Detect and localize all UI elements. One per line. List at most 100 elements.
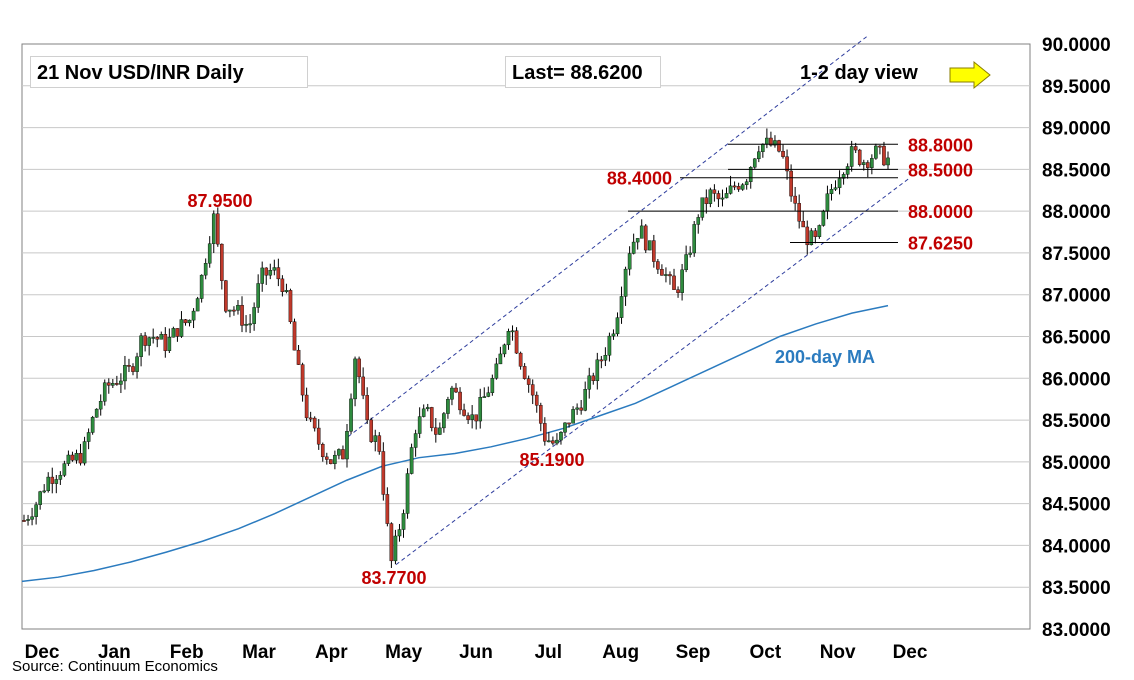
candle-body (845, 166, 850, 175)
x-tick-label: Feb (170, 642, 204, 663)
candle-body (405, 473, 410, 514)
x-tick-label: Mar (242, 642, 276, 663)
candle-body (716, 193, 721, 200)
candle-body (639, 225, 644, 239)
candle-body (203, 263, 208, 276)
candle-body (805, 226, 810, 246)
x-tick-label: Jun (459, 642, 493, 663)
y-tick-label: 86.0000 (1042, 369, 1111, 390)
candle-body (393, 535, 398, 562)
candle-body (244, 323, 248, 326)
candle-body (86, 432, 91, 442)
candle-body (494, 363, 499, 379)
candle-body (821, 210, 826, 226)
candle-body (316, 427, 321, 445)
candle-body (571, 409, 575, 424)
candle-body (147, 337, 151, 346)
price-annotation: 83.7700 (361, 568, 426, 588)
candle-body (882, 145, 886, 166)
candle-body (66, 454, 71, 464)
candle-body (870, 158, 874, 168)
ma-line-group: 200-day MA (21, 304, 889, 583)
candle-body (684, 254, 688, 271)
candle-body (579, 407, 583, 411)
candle-body (361, 376, 365, 396)
candle-body (611, 333, 616, 337)
y-tick-label: 88.0000 (1042, 202, 1111, 223)
candle-body (688, 252, 692, 255)
candle-body (668, 274, 672, 277)
candle-body (857, 149, 862, 165)
candle-body (567, 422, 571, 425)
candle-body (534, 394, 539, 406)
y-tick-label: 90.0000 (1042, 35, 1111, 56)
candle-body (526, 378, 531, 385)
candle-body (514, 330, 519, 354)
x-tick-label: May (385, 642, 422, 663)
candle-body (446, 399, 450, 414)
candle-body (30, 516, 34, 520)
candle-body (599, 359, 604, 362)
candle-body (652, 240, 656, 262)
candle-body (389, 523, 394, 562)
candle-body (333, 454, 337, 464)
y-tick-label: 85.0000 (1042, 453, 1111, 474)
candle-body (740, 184, 745, 190)
candle-body (841, 174, 846, 179)
x-tick-label: Jan (98, 642, 131, 663)
candle-body (288, 290, 293, 322)
candle-body (478, 397, 483, 422)
candle-body (46, 476, 51, 492)
candle-body (635, 238, 640, 243)
level-label: 87.6250 (908, 233, 973, 253)
candle-body (672, 275, 676, 290)
candle-body (256, 283, 260, 308)
candle-body (421, 408, 426, 417)
candle-body (502, 344, 507, 355)
candle-body (191, 310, 196, 321)
y-tick-label: 88.5000 (1042, 160, 1111, 181)
arrow-right-icon (949, 60, 991, 90)
candle-body (728, 185, 733, 194)
y-tick-label: 83.0000 (1042, 620, 1111, 641)
candle-body (886, 157, 890, 166)
candle-body (38, 491, 42, 505)
candle-body (559, 432, 563, 441)
level-label: 88.0000 (908, 202, 973, 222)
candle-body (215, 213, 220, 245)
source-note: Source: Continuum Economics (12, 658, 218, 675)
candle-body (773, 140, 777, 146)
candle-body (696, 217, 701, 225)
x-tick-label: Aug (602, 642, 639, 663)
channel-upper-line (347, 35, 869, 438)
candle-body (377, 435, 382, 452)
candle-body (498, 353, 503, 365)
candle-body (373, 435, 378, 442)
candle-body (272, 267, 277, 271)
candle-body (106, 382, 111, 386)
ma-200-line (21, 304, 889, 583)
candle-body (127, 365, 131, 367)
candle-body (260, 267, 265, 284)
candle-body (349, 398, 353, 432)
candle-body (720, 197, 725, 200)
candle-body (211, 213, 216, 244)
candle-body (474, 414, 478, 422)
candle-body (26, 519, 30, 521)
candle-body (385, 494, 390, 524)
candle-body (797, 203, 801, 222)
candle-body (417, 416, 422, 434)
candle-body (312, 417, 317, 429)
candle-body (551, 440, 555, 444)
candle-body (631, 241, 636, 254)
candle-body (591, 375, 596, 382)
candle-body (232, 309, 236, 312)
candle-body (587, 375, 592, 390)
candle-body (583, 389, 587, 411)
candle-body (341, 449, 345, 460)
candle-body (849, 146, 854, 167)
candle-body (595, 359, 600, 382)
x-tick-label: Dec (25, 642, 60, 663)
candle-body (656, 261, 660, 270)
